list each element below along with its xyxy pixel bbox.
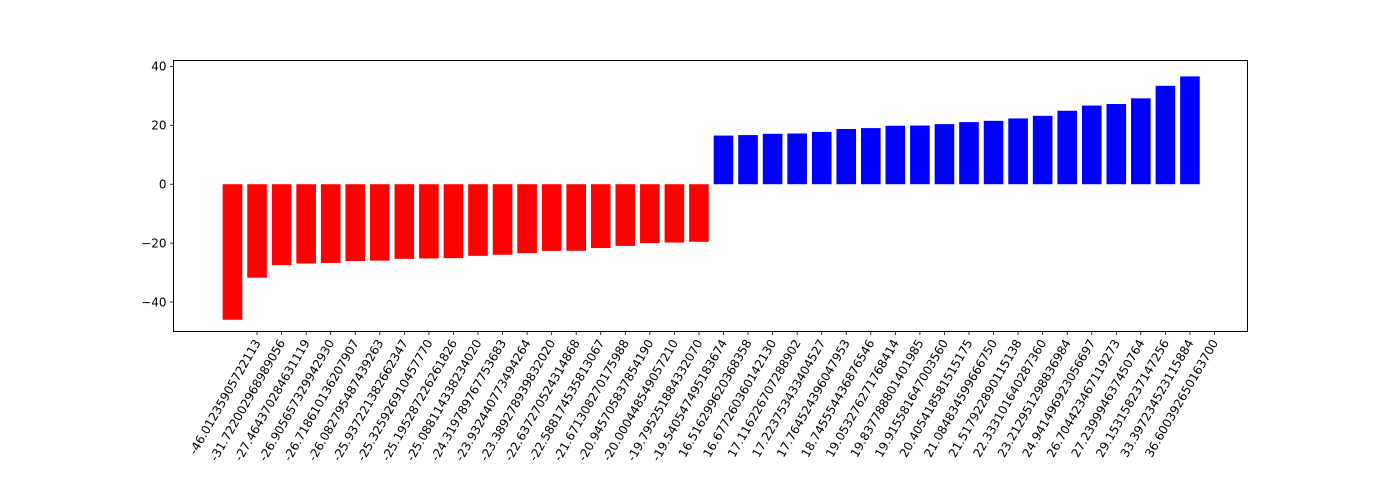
bar bbox=[247, 184, 267, 278]
bar bbox=[959, 122, 979, 185]
bar bbox=[517, 184, 537, 254]
bar bbox=[1032, 115, 1053, 185]
bar bbox=[885, 125, 906, 185]
bar bbox=[664, 184, 685, 243]
bar bbox=[640, 184, 660, 244]
bar bbox=[689, 184, 709, 242]
bar bbox=[443, 184, 464, 259]
bar bbox=[271, 184, 292, 266]
bar bbox=[615, 184, 636, 246]
bar bbox=[370, 184, 390, 261]
y-axis: −40 −20 0 20 40 bbox=[141, 60, 174, 309]
bar bbox=[713, 135, 734, 185]
bar bbox=[1008, 118, 1028, 185]
y-tick-label: 40 bbox=[151, 60, 166, 74]
bar bbox=[762, 133, 783, 185]
bar bbox=[1106, 103, 1127, 185]
bar bbox=[590, 184, 611, 249]
bar bbox=[983, 120, 1004, 185]
bar bbox=[934, 124, 955, 185]
bar bbox=[222, 184, 243, 320]
bar bbox=[468, 184, 488, 256]
bar bbox=[419, 184, 439, 259]
bar bbox=[811, 131, 832, 185]
y-tick-label: 0 bbox=[159, 178, 167, 192]
bar bbox=[492, 184, 513, 255]
y-tick-label: −40 bbox=[141, 295, 166, 309]
bar bbox=[1155, 85, 1176, 185]
bar bbox=[1057, 110, 1077, 185]
bars-group bbox=[222, 76, 1200, 320]
bar bbox=[787, 133, 807, 185]
bar bbox=[910, 125, 930, 185]
bar bbox=[320, 184, 341, 263]
plot-frame bbox=[173, 60, 1248, 332]
bar bbox=[861, 128, 881, 185]
bar bbox=[296, 184, 316, 264]
x-axis: -46.01235905722113-31.722002968989056-27… bbox=[186, 331, 1221, 463]
bar bbox=[541, 184, 562, 251]
bar bbox=[345, 184, 366, 262]
bar bbox=[566, 184, 586, 251]
bar bbox=[394, 184, 415, 259]
bar bbox=[1081, 105, 1102, 185]
bar bbox=[1180, 76, 1200, 185]
bar bbox=[738, 135, 758, 185]
bar bbox=[1131, 98, 1151, 185]
y-tick-label: −20 bbox=[141, 236, 166, 250]
y-tick-label: 20 bbox=[151, 119, 166, 133]
bar bbox=[836, 128, 857, 185]
